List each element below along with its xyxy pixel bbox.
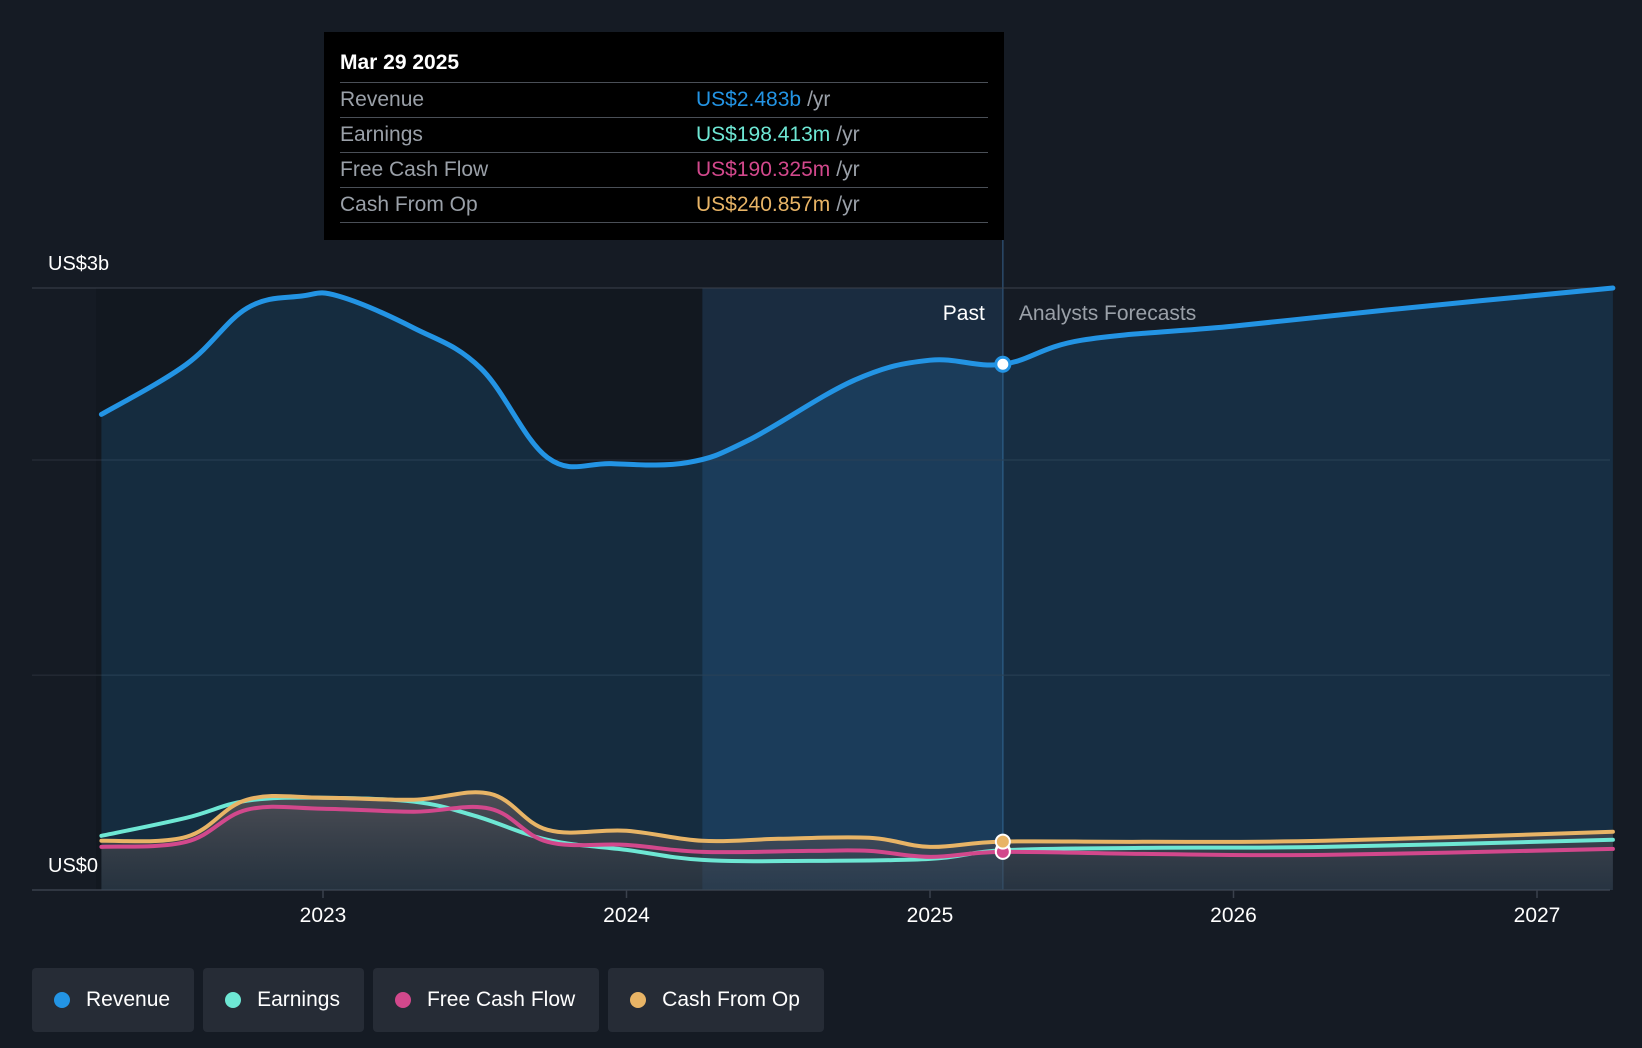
series-line-fcf xyxy=(99,804,1615,859)
tooltip-value: US$240.857m xyxy=(696,193,831,216)
x-tick-label: 2027 xyxy=(1514,904,1561,927)
legend-label: Cash From Op xyxy=(662,988,800,1011)
tooltip-unit: /yr xyxy=(836,193,860,216)
y-axis-top-label: US$3b xyxy=(48,253,109,275)
x-tick-label: 2023 xyxy=(300,904,347,927)
legend-item-revenue[interactable]: Revenue xyxy=(32,968,195,1032)
x-tick-label: 2025 xyxy=(907,904,954,927)
tooltip-unit: /yr xyxy=(836,158,860,181)
tooltip-label: Earnings xyxy=(340,123,423,146)
tooltip-date: Mar 29 2025 xyxy=(340,51,460,74)
legend-dot-icon xyxy=(630,992,647,1008)
y-axis-bottom-label: US$0 xyxy=(48,855,98,877)
past-label: Past xyxy=(943,302,985,325)
legend-label: Earnings xyxy=(257,988,340,1011)
tooltip-row-revenue: Revenue US$2.483b /yr xyxy=(340,82,988,117)
legend-dot-icon xyxy=(225,992,242,1008)
legend-item-earnings[interactable]: Earnings xyxy=(203,968,364,1032)
tooltip-value: US$2.483b xyxy=(696,88,802,111)
legend-item-free-cash-flow[interactable]: Free Cash Flow xyxy=(372,968,600,1032)
highlight-band xyxy=(702,288,1003,890)
tooltip-label: Cash From Op xyxy=(340,193,478,216)
forecast-label: Analysts Forecasts xyxy=(1019,302,1196,325)
x-tick-label: 2024 xyxy=(603,904,650,927)
tooltip: Mar 29 2025 Revenue US$2.483b /yr Earnin… xyxy=(324,32,1004,240)
tooltip-label: Free Cash Flow xyxy=(340,158,489,181)
series-line-revenue xyxy=(98,285,1616,470)
legend-label: Free Cash Flow xyxy=(426,988,576,1011)
tooltip-row-earnings: Earnings US$198.413m /yr xyxy=(340,117,988,152)
legend-dot-icon xyxy=(394,992,411,1008)
x-tick-label: 2026 xyxy=(1210,904,1257,927)
tooltip-label: Revenue xyxy=(340,88,425,111)
marker-revenue xyxy=(994,355,1012,373)
tooltip-value: US$198.413m xyxy=(696,123,831,146)
tooltip-row-cash-from-op: Cash From Op US$240.857m /yr xyxy=(340,187,988,223)
legend-dot-icon xyxy=(54,992,70,1008)
tooltip-row-free-cash-flow: Free Cash Flow US$190.325m /yr xyxy=(340,152,988,187)
series-line-cfo xyxy=(99,790,1615,849)
legend-label: Revenue xyxy=(86,988,171,1011)
marker-cfo xyxy=(994,833,1011,850)
tooltip-unit: /yr xyxy=(807,88,831,111)
revenue-area xyxy=(101,288,1613,890)
tooltip-value: US$190.325m xyxy=(696,158,831,181)
legend: Revenue Earnings Free Cash Flow Cash Fro… xyxy=(32,968,824,1032)
tooltip-unit: /yr xyxy=(836,123,860,146)
legend-item-cash-from-op[interactable]: Cash From Op xyxy=(608,968,824,1032)
